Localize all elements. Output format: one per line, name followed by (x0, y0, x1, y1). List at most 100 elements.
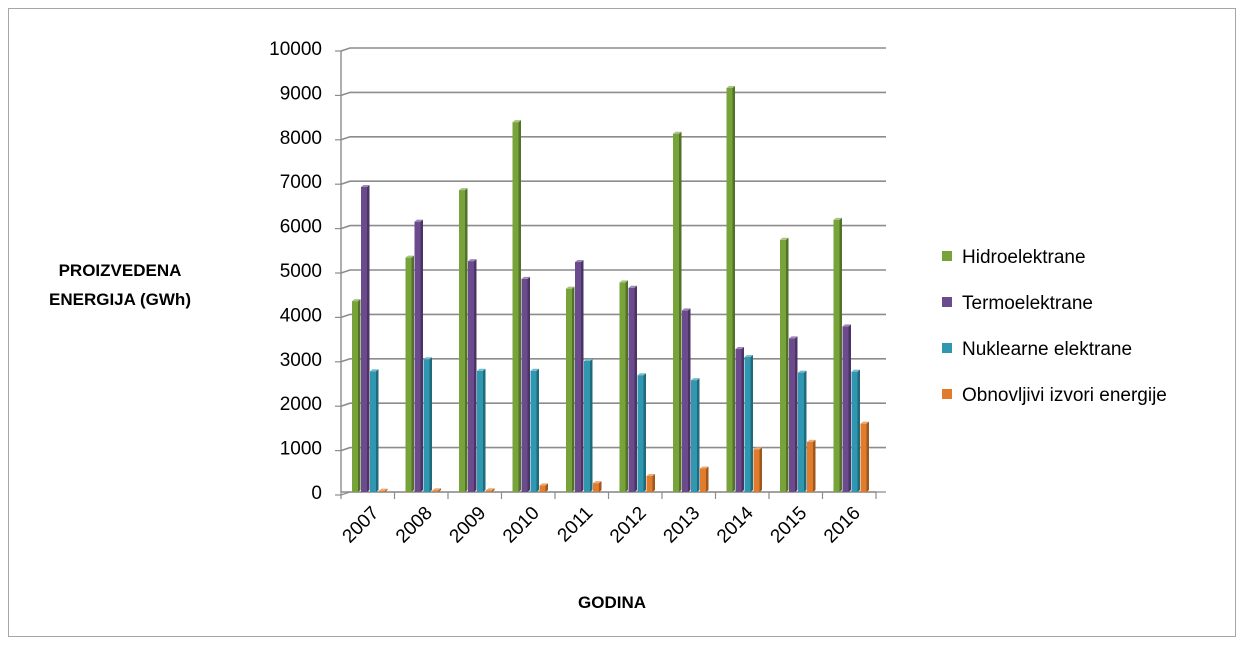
legend-item: Hidroelektrane (942, 247, 1086, 268)
bar (842, 324, 851, 492)
bar-side (572, 286, 575, 492)
bar-top (486, 488, 495, 491)
y-tick-label: 8000 (280, 128, 322, 149)
bar-front (628, 287, 635, 492)
bar-side (429, 357, 432, 492)
bar-front (575, 262, 581, 492)
gridline (340, 357, 886, 363)
bar-front (700, 468, 706, 492)
bar-front (860, 423, 867, 492)
y-tick-label: 2000 (280, 394, 322, 415)
bar-front (780, 239, 786, 492)
gridline (340, 313, 886, 319)
bar-front (753, 449, 760, 492)
bar-side (795, 336, 798, 492)
bar (637, 373, 646, 492)
bar-front (682, 310, 688, 492)
legend-item: Obnovljivi izvori energije (942, 385, 1167, 406)
bars (352, 85, 869, 493)
bar-front (673, 133, 679, 492)
bar-side (545, 483, 548, 492)
bar-top (512, 120, 521, 123)
x-tick-label: 2014 (713, 502, 758, 547)
bar-front (691, 380, 697, 492)
bar-front (593, 483, 599, 492)
bar-side (492, 488, 495, 492)
legend-swatch (942, 389, 952, 399)
x-axis-title: GODINA (578, 593, 646, 612)
bar (361, 184, 370, 493)
bar-top (673, 131, 682, 134)
bar-front (512, 122, 519, 492)
bar-side (590, 359, 593, 492)
x-tick-label: 2010 (499, 503, 544, 548)
bar-top (619, 280, 628, 283)
bar-top (566, 286, 575, 289)
bar-front (744, 357, 751, 492)
bar-front (619, 282, 626, 492)
bar-top (459, 188, 468, 191)
bar-top (646, 474, 655, 477)
bar-side (839, 217, 842, 492)
x-tick-label: 2016 (820, 503, 865, 548)
bar-top (833, 217, 842, 220)
bar-top (700, 466, 709, 469)
bar-top (379, 488, 388, 491)
bar-side (411, 255, 414, 492)
bar-front (468, 261, 474, 492)
bar-top (628, 285, 637, 288)
bar-front (521, 278, 528, 492)
bar-top (539, 483, 548, 486)
x-tick-label: 2008 (392, 503, 437, 548)
bar (584, 359, 593, 492)
bar (798, 370, 807, 492)
bar-side (813, 439, 816, 492)
bar (789, 336, 798, 492)
bar-side (679, 131, 682, 492)
gridline (340, 446, 886, 452)
bar-side (465, 188, 468, 492)
bar-side (599, 481, 602, 492)
bar-side (527, 276, 530, 492)
gridline (340, 91, 886, 97)
y-tick-label: 5000 (280, 261, 322, 282)
bar-top (789, 336, 798, 339)
y-axis-title-line-1: PROIZVEDENA (59, 261, 182, 280)
bar-top (414, 219, 423, 222)
bar-top (735, 347, 744, 350)
bar (539, 483, 548, 492)
bar (700, 466, 709, 492)
bar-front (405, 257, 412, 492)
gridline (340, 47, 886, 52)
bar-side (848, 324, 851, 492)
gridline (340, 224, 886, 230)
bar-side (536, 368, 539, 492)
bar (753, 447, 762, 492)
bar-top (851, 369, 860, 372)
bar-front (370, 371, 376, 492)
legend-label: Nuklearne elektrane (962, 339, 1132, 360)
bar-top (807, 439, 816, 442)
bar-front (851, 371, 858, 492)
bar-top (744, 355, 753, 358)
x-tick-label: 2007 (339, 503, 384, 548)
bar-front (646, 476, 653, 492)
bar-front (423, 359, 430, 492)
y-tick-label: 10000 (269, 39, 322, 60)
bar-front (414, 221, 421, 492)
bar-top (361, 184, 370, 187)
bar (468, 259, 477, 492)
bar (860, 421, 869, 492)
y-tick-label: 6000 (280, 217, 322, 238)
bar (477, 368, 486, 492)
bar-front (477, 370, 483, 492)
bar-top (691, 378, 700, 381)
bar (521, 276, 530, 492)
bar-top (584, 359, 593, 362)
bar-top (468, 259, 477, 262)
bar-side (518, 120, 521, 492)
y-tick-label: 1000 (280, 439, 322, 460)
bar-top (593, 481, 602, 484)
bar-side (857, 369, 860, 492)
